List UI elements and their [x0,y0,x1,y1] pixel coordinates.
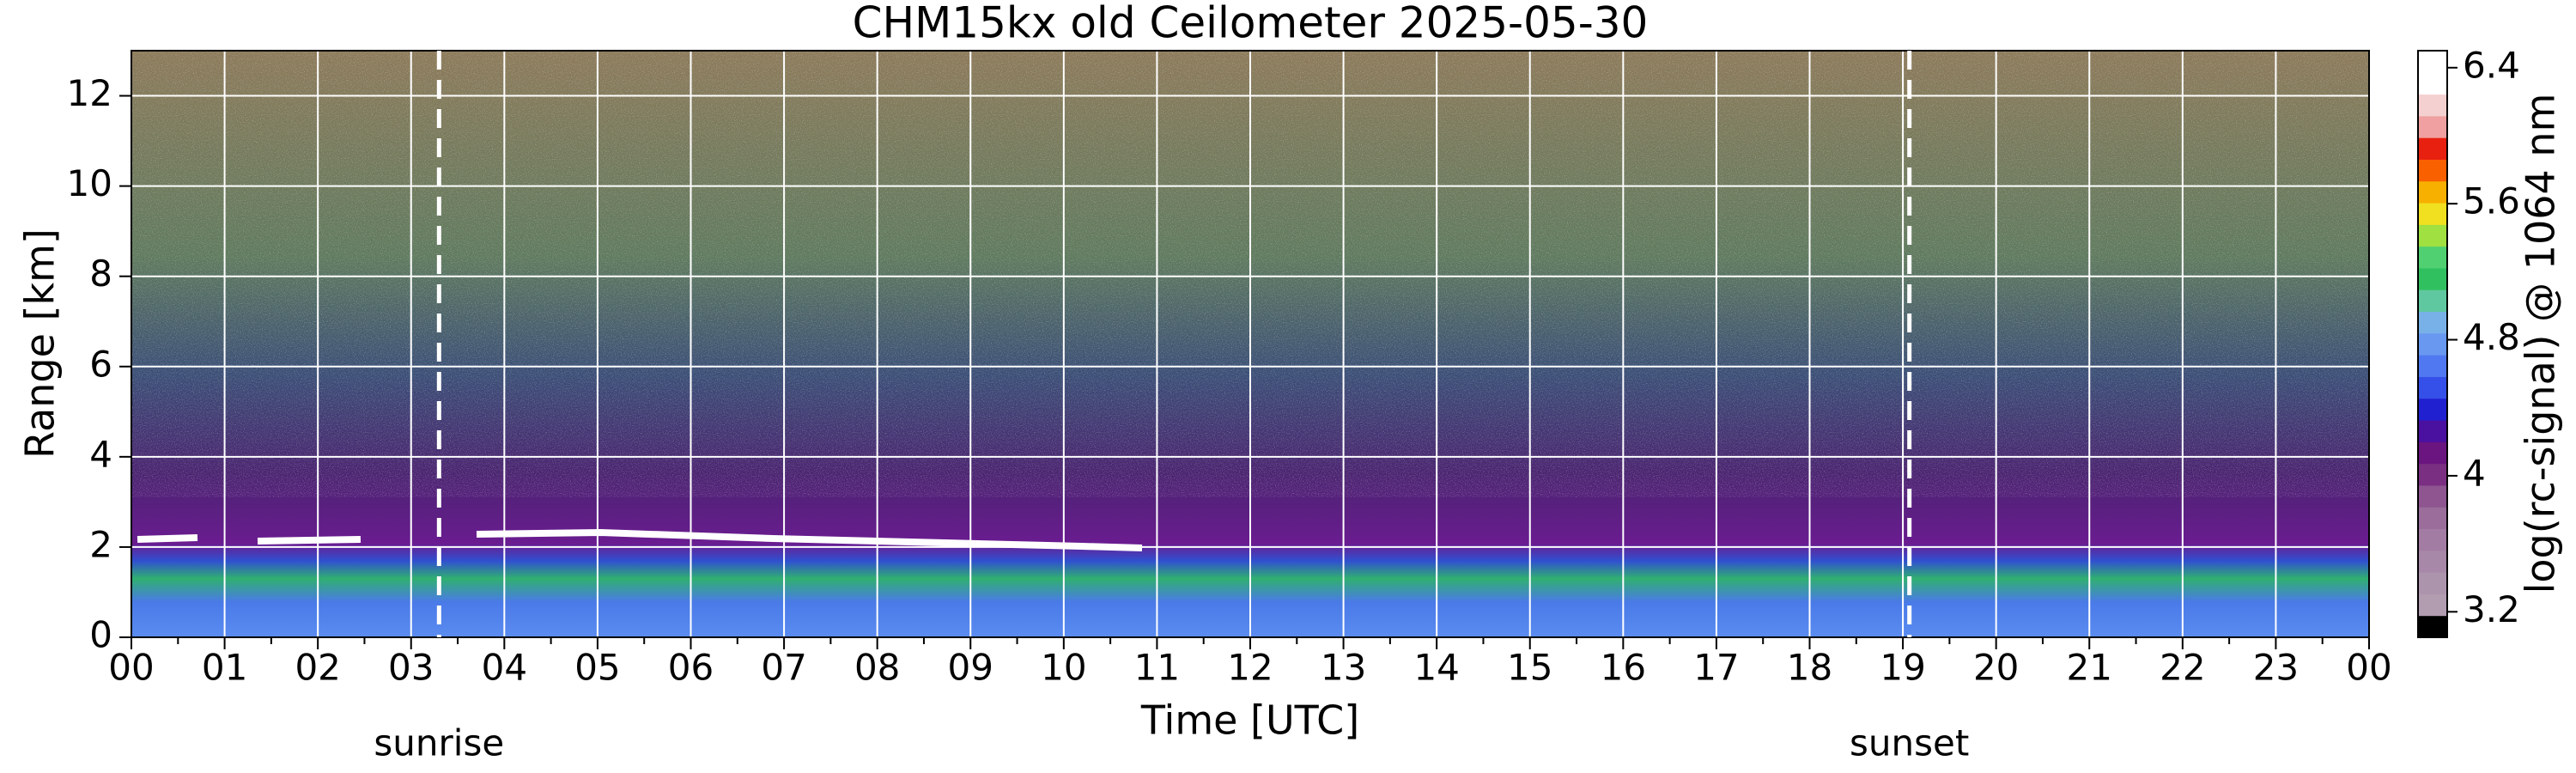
x-tick-label: 12 [1227,647,1273,689]
y-tick-label: 8 [89,253,112,295]
colorbar-tick-label: 6.4 [2463,44,2520,86]
colorbar-label: log(rc-signal) @ 1064 nm [2518,94,2564,594]
y-tick-label: 6 [89,343,112,385]
x-tick-label: 04 [482,647,527,689]
x-tick-label: 05 [574,647,620,689]
colorbar-segment [2418,376,2447,399]
x-axis-label: Time [UTC] [1140,697,1359,744]
colorbar-segment [2418,550,2447,573]
colorbar-segment [2418,398,2447,421]
colorbar-segment [2418,441,2447,465]
x-tick-label: 17 [1693,647,1739,689]
colorbar-segment [2418,246,2447,269]
y-tick-label: 10 [67,162,112,204]
colorbar-segment [2418,51,2447,73]
x-tick-label: 09 [948,647,993,689]
colorbar-segment [2418,203,2447,225]
colorbar-tick-label: 4 [2463,452,2486,494]
colorbar-segment [2418,484,2447,508]
x-tick-label: 22 [2160,647,2205,689]
colorbar-segment [2418,72,2447,95]
colorbar-segment [2418,94,2447,117]
x-tick-label: 06 [668,647,714,689]
colorbar-segment [2418,420,2447,442]
colorbar-segment [2418,311,2447,334]
colorbar-segment [2418,572,2447,594]
colorbar-segment [2418,593,2447,617]
x-tick-label: 14 [1413,647,1459,689]
x-tick-label: 16 [1601,647,1646,689]
x-tick-label: 15 [1507,647,1552,689]
y-tick-label: 0 [89,614,112,656]
x-tick-label: 18 [1787,647,1832,689]
colorbar-segment [2418,159,2447,182]
y-axis-label: Range [km] [17,228,64,459]
y-tick-label: 4 [89,433,112,475]
x-tick-label: 23 [2253,647,2299,689]
colorbar-segment [2418,528,2447,551]
x-tick-label: 19 [1880,647,1925,689]
colorbar-segment [2418,507,2447,530]
annotation-label: sunrise [374,722,504,764]
x-tick-label: 07 [761,647,806,689]
colorbar-tick-label: 4.8 [2463,316,2520,358]
colorbar-segment [2418,463,2447,486]
chart-title: CHM15kx old Ceilometer 2025-05-30 [853,0,1649,48]
colorbar-tick-label: 3.2 [2463,588,2520,630]
colorbar-segment [2418,615,2447,638]
colorbar-segment [2418,332,2447,356]
colorbar-segment [2418,267,2447,290]
colorbar-segment [2418,115,2447,138]
x-tick-label: 03 [388,647,434,689]
x-tick-label: 21 [2067,647,2112,689]
colorbar-segment [2418,224,2447,247]
x-tick-label: 11 [1134,647,1180,689]
colorbar-tick-label: 5.6 [2463,180,2520,222]
x-tick-label: 02 [295,647,340,689]
x-tick-label: 01 [202,647,247,689]
colorbar-segment [2418,180,2447,204]
colorbar-segment [2418,355,2447,377]
x-tick-label: 08 [854,647,900,689]
grid [131,51,2370,638]
y-tick-label: 2 [89,523,112,565]
x-tick-label: 00 [108,647,154,689]
y-tick-label: 12 [67,72,112,114]
colorbar-segment [2418,137,2447,160]
annotation-label: sunset [1850,722,1969,764]
x-tick-label: 10 [1041,647,1086,689]
x-tick-label: 00 [2346,647,2391,689]
x-tick-label: 13 [1321,647,1366,689]
colorbar-frame [2417,50,2448,638]
x-tick-label: 20 [1973,647,2019,689]
colorbar-segment [2418,289,2447,313]
